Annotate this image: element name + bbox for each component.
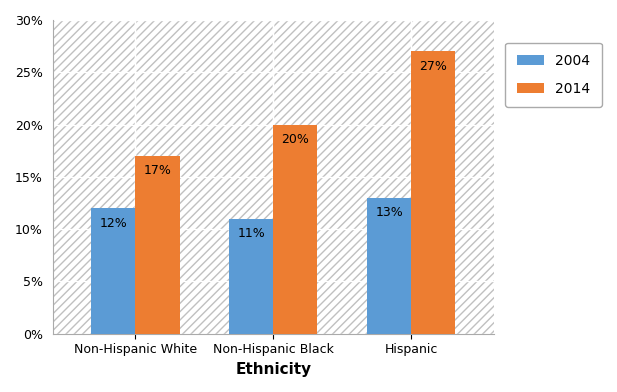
- Text: 13%: 13%: [375, 206, 403, 219]
- Text: 12%: 12%: [99, 217, 127, 230]
- Bar: [91, 208, 135, 334]
- Bar: [135, 156, 180, 334]
- Bar: [273, 125, 318, 334]
- Bar: [412, 51, 455, 334]
- Bar: [229, 219, 273, 334]
- Legend: 2004, 2014: 2004, 2014: [505, 43, 602, 107]
- Text: 17%: 17%: [144, 164, 172, 177]
- Bar: [367, 198, 412, 334]
- Text: 20%: 20%: [281, 133, 309, 146]
- Text: 11%: 11%: [238, 227, 265, 240]
- X-axis label: Ethnicity: Ethnicity: [235, 362, 312, 377]
- Text: 27%: 27%: [420, 60, 447, 73]
